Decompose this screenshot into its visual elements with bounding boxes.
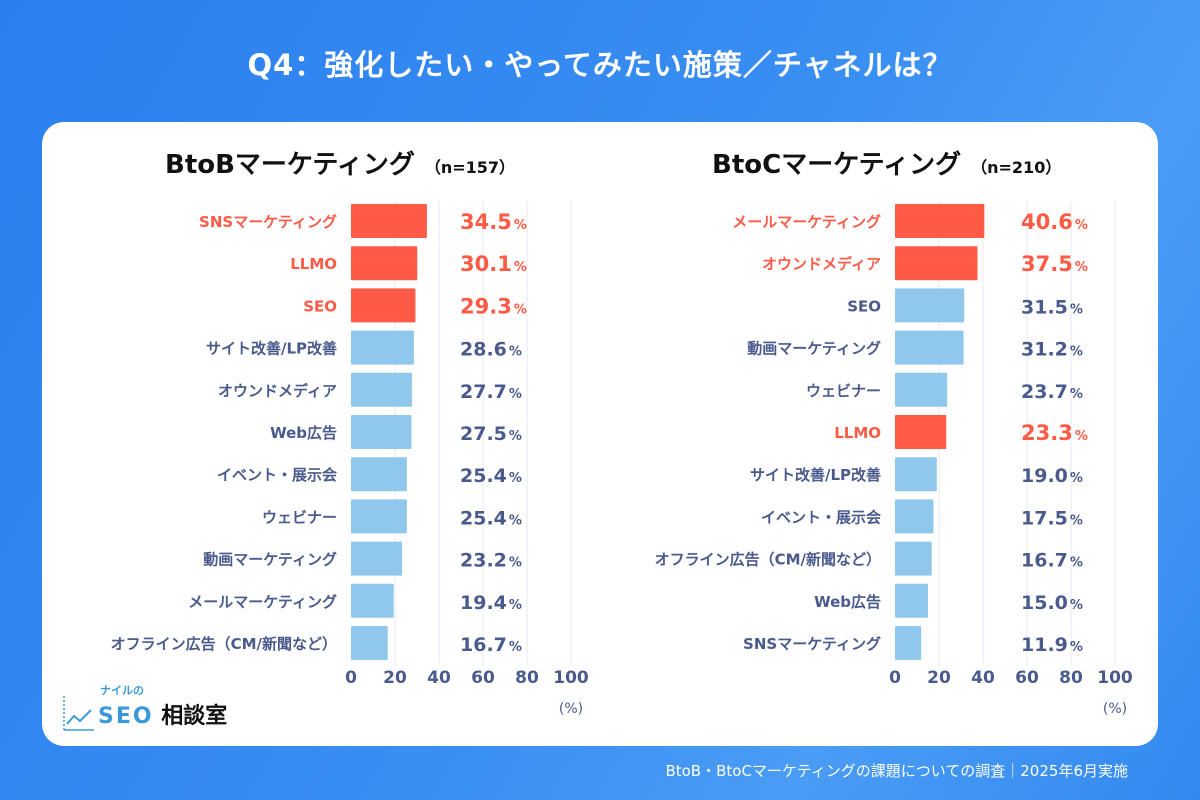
bar [351, 457, 407, 492]
category-label: ウェビナー [806, 382, 881, 400]
category-label: 動画マーケティング [747, 340, 881, 358]
category-label: SEO [847, 297, 881, 315]
x-tick-label: 40 [971, 668, 995, 688]
x-axis-label: (%) [559, 701, 583, 717]
bar [351, 583, 394, 618]
category-label: オフライン広告（CM/新聞など） [655, 551, 881, 569]
value-label: 17.5% [1021, 507, 1083, 529]
category-label: SNSマーケティング [199, 213, 337, 231]
x-tick-label: 40 [427, 668, 451, 688]
bar [895, 415, 947, 449]
x-tick-label: 60 [471, 668, 495, 688]
value-label: 19.0% [1021, 465, 1083, 487]
logo-small-text: ナイルの [100, 684, 144, 697]
x-tick-label: 20 [383, 668, 407, 688]
bar [895, 204, 985, 238]
btoc-n: （n=210） [971, 158, 1062, 177]
value-label: 28.6% [460, 339, 522, 361]
x-tick-label: 100 [553, 668, 589, 688]
bar [895, 541, 932, 576]
x-tick-label: 100 [1097, 668, 1133, 688]
value-label: 19.4% [460, 592, 522, 614]
value-label: 37.5% [1021, 252, 1088, 276]
bar [351, 246, 418, 281]
category-label: オウンドメディア [762, 255, 881, 273]
category-label: イベント・展示会 [761, 508, 881, 526]
x-tick-label: 0 [345, 668, 357, 688]
bar [351, 541, 403, 576]
value-label: 27.5% [460, 423, 522, 445]
value-label: 25.4% [460, 465, 522, 487]
value-label: 23.3% [1021, 421, 1088, 445]
chart-trend-icon [63, 696, 94, 731]
bar [895, 499, 934, 534]
category-label: SNSマーケティング [743, 635, 881, 653]
bar [895, 626, 922, 660]
value-label: 30.1% [460, 252, 527, 276]
bar [351, 204, 427, 238]
logo-seo: SEO [98, 704, 154, 729]
bar [895, 288, 965, 323]
value-label: 27.7% [460, 381, 522, 403]
category-label: Web広告 [814, 593, 881, 611]
category-label: SEO [303, 297, 337, 315]
bar [895, 330, 964, 365]
category-label: メールマーケティング [188, 593, 337, 611]
value-label: 23.2% [460, 550, 522, 572]
category-label: オウンドメディア [218, 382, 337, 400]
value-label: 31.5% [1021, 296, 1083, 318]
btob-title: BtoBマーケティング [165, 150, 415, 180]
bar [351, 626, 388, 660]
bar [895, 372, 948, 407]
btoc-panel-title: BtoCマーケティング （n=210） [712, 150, 1061, 181]
value-label: 23.7% [1021, 381, 1083, 403]
btob-n: （n=157） [424, 158, 516, 177]
category-label: メールマーケティング [732, 213, 881, 231]
category-label: Web広告 [270, 424, 337, 442]
value-label: 25.4% [460, 507, 522, 529]
logo: ナイルの SEO 相談室 [62, 684, 227, 736]
category-label: サイト改善/LP改善 [750, 466, 881, 484]
x-tick-label: 80 [1059, 668, 1083, 688]
bar [895, 246, 978, 281]
btoc-title: BtoCマーケティング [712, 150, 962, 180]
bar [351, 499, 407, 534]
category-label: ウェビナー [262, 508, 337, 526]
value-label: 16.7% [460, 634, 522, 656]
btob-panel-title: BtoBマーケティング （n=157） [165, 150, 515, 181]
logo-jp: 相談室 [161, 704, 228, 729]
value-label: 11.9% [1021, 634, 1083, 656]
category-label: イベント・展示会 [217, 466, 337, 484]
x-axis-label: (%) [1103, 701, 1127, 717]
value-label: 34.5% [460, 210, 527, 234]
value-label: 29.3% [460, 294, 527, 318]
x-tick-label: 60 [1015, 668, 1039, 688]
category-label: LLMO [290, 255, 337, 273]
bar [895, 583, 928, 618]
category-label: オフライン広告（CM/新聞など） [111, 635, 337, 653]
bar [895, 457, 937, 492]
page-title: Q4：強化したい・やってみたい施策／チャネルは？ [247, 48, 953, 82]
value-label: 15.0% [1021, 592, 1083, 614]
bar [351, 372, 412, 407]
bar [351, 415, 412, 449]
value-label: 40.6% [1021, 210, 1088, 234]
category-label: サイト改善/LP改善 [206, 340, 337, 358]
x-tick-label: 20 [927, 668, 951, 688]
x-tick-label: 0 [889, 668, 901, 688]
bar [351, 330, 414, 365]
category-label: 動画マーケティング [203, 551, 337, 569]
category-label: LLMO [834, 424, 881, 442]
bar [351, 288, 416, 323]
footer-note: BtoB・BtoCマーケティングの課題についての調査｜2025年6月実施 [665, 762, 1128, 780]
value-label: 16.7% [1021, 550, 1083, 572]
x-tick-label: 80 [515, 668, 539, 688]
value-label: 31.2% [1021, 339, 1083, 361]
